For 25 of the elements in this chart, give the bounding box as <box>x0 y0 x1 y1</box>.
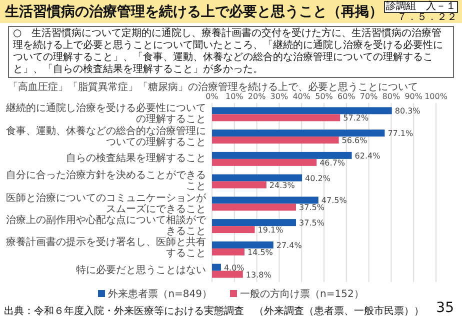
legend-label: 一般の方向け票（n=152） <box>240 289 364 300</box>
annotation: 出典：令和６年度入院・外来医療等における実態調査 （外来調査（患者票、一般市民票）） <box>4 304 424 318</box>
bar <box>212 264 221 271</box>
bar <box>212 181 266 188</box>
bar <box>212 114 340 122</box>
annotation: 診調組 入－１ <box>384 1 458 13</box>
bar <box>212 248 244 256</box>
bar <box>212 196 318 204</box>
bar <box>212 152 352 159</box>
bar <box>212 270 243 278</box>
bar <box>212 219 296 226</box>
bar <box>212 204 296 211</box>
legend-label: 外来患者票（n=849） <box>108 289 212 300</box>
bar <box>212 241 274 248</box>
annotation: ○ 生活習慣病について定期的に通院し、療養計画書の交付を受けた方に、生活習慣病の治療管理を続ける上で必要と思うことについて聞いたところ、「継続的に通院し治療を受ける必要性についての理解すること」、「食事、運動、休養などの総合的な治療管理についての理解すること」、「自らの検査結果を理解すること」が多かった。 <box>8 26 454 78</box>
bar <box>212 136 339 144</box>
bar <box>212 107 392 114</box>
annotation: 35 <box>436 300 454 316</box>
bar <box>212 226 255 234</box>
title: 生活習慣病の治療管理を続ける上で必要と思うこと（再掲） <box>5 3 383 21</box>
annotation: ７．５．２２ <box>397 13 457 23</box>
subtitle: 「高血圧症」「脂質異常症」「糖尿病」の治療管理を続ける上で、必要と思うことについて <box>8 80 418 93</box>
bar <box>212 130 385 137</box>
bar <box>212 174 302 182</box>
bar <box>212 158 317 166</box>
